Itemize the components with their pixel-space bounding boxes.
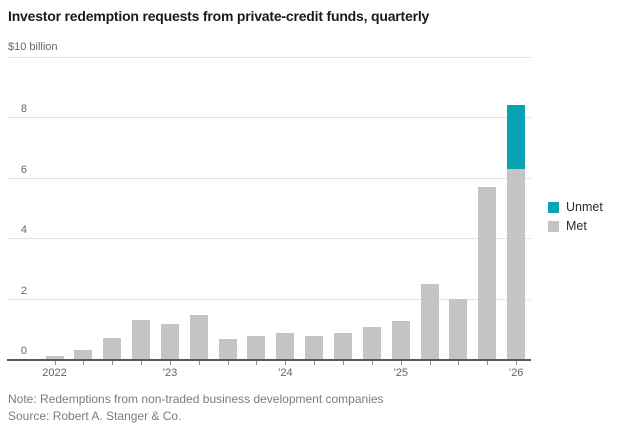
x-tick-mark (198, 361, 200, 365)
x-tick-mark (112, 361, 114, 365)
bar-met-segment (391, 321, 410, 359)
x-tick-mark (487, 361, 489, 365)
bar-met-segment (478, 186, 497, 359)
bar-met-segment (247, 336, 266, 359)
legend-item-unmet: Unmet (548, 200, 603, 214)
x-tick-mark (371, 361, 373, 365)
y-axis-unit-label: $10 billion (8, 41, 58, 53)
gridline (8, 177, 531, 179)
bar-met-segment (420, 283, 439, 359)
bar-met-segment (449, 298, 468, 359)
chart-source: Source: Robert A. Stanger & Co. (8, 409, 182, 423)
x-axis-line (7, 359, 531, 361)
legend-swatch-unmet (548, 201, 559, 213)
chart-legend: Unmet Met (548, 200, 603, 238)
bar-met-segment (362, 327, 381, 359)
bar-met-segment (132, 319, 151, 359)
x-tick-label: ’26 (508, 367, 524, 379)
gridline (8, 298, 531, 300)
y-tick-label: 6 (20, 163, 27, 176)
x-tick-mark (314, 361, 316, 365)
bar-met-segment (507, 168, 526, 359)
y-tick-label: 2 (20, 284, 27, 297)
bar-met-segment (305, 336, 324, 359)
x-tick-mark (83, 361, 85, 365)
bar-unmet-segment (507, 105, 526, 169)
bar-met-segment (103, 337, 122, 359)
x-tick-mark (256, 361, 258, 365)
x-tick-mark (285, 361, 287, 365)
bar-met-segment (189, 315, 208, 359)
legend-swatch-met (548, 220, 559, 232)
y-tick-label: 4 (20, 224, 27, 237)
x-tick-mark (516, 361, 518, 365)
x-tick-label: ’23 (162, 367, 178, 379)
x-tick-label: 2022 (42, 367, 67, 379)
y-tick-label: 8 (20, 103, 27, 116)
chart-note: Note: Redemptions from non-traded busine… (8, 392, 384, 406)
gridline (8, 238, 531, 240)
bar-met-segment (218, 339, 237, 359)
x-tick-mark (227, 361, 229, 365)
x-tick-mark (343, 361, 344, 365)
x-tick-mark (400, 361, 402, 365)
legend-label: Met (566, 219, 587, 233)
x-tick-mark (169, 361, 171, 365)
x-tick-mark (429, 361, 431, 365)
legend-label: Unmet (566, 200, 603, 214)
bar-met-segment (334, 333, 352, 359)
y-tick-label: 0 (20, 345, 27, 357)
bar-met-segment (74, 349, 93, 359)
x-tick-label: ’24 (277, 367, 293, 379)
x-tick-mark (458, 361, 460, 365)
legend-item-met: Met (548, 219, 603, 233)
bar-met-segment (160, 324, 179, 359)
x-tick-mark (54, 361, 56, 365)
x-tick-label: ’25 (393, 367, 409, 379)
bar-met-segment (45, 355, 64, 359)
x-tick-mark (141, 361, 143, 365)
gridline (8, 117, 531, 119)
chart-title: Investor redemption requests from privat… (8, 8, 430, 24)
gridline (8, 57, 531, 58)
bar-met-segment (276, 333, 295, 359)
